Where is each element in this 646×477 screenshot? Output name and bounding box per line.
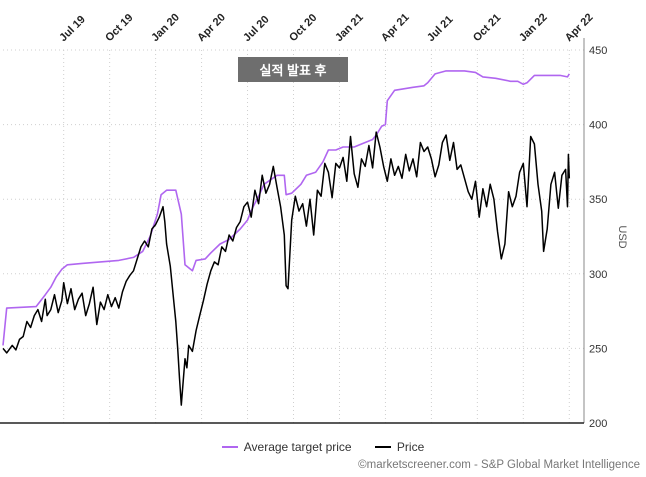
chart-legend: Average target price Price [0,437,646,454]
annotation-background [238,57,348,82]
annotation-label: 실적 발표 후 [259,63,326,78]
x-tick-label-1: Oct 19 [103,12,135,44]
x-tick-label-2: Jan 20 [149,11,182,44]
legend-label-price: Price [396,440,425,454]
y-tick-label-4: 400 [589,120,607,132]
x-tick-label-6: Jan 21 [333,11,366,44]
x-tick-label-8: Jul 21 [425,14,456,45]
series-line-price [2,131,571,406]
y-axis-title: USD [616,225,628,248]
y-axis-ticks: 200 250 300 350 400 450 [589,45,607,430]
legend-swatch-target [221,446,238,448]
legend-item-price[interactable]: Price [374,440,425,454]
source-credit: ©marketscreener.com - S&P Global Market … [358,459,640,471]
y-tick-label-1: 250 [589,343,607,355]
annotation-badge: 실적 발표 후 [238,57,348,82]
x-tick-label-7: Apr 21 [379,11,412,44]
y-tick-label-3: 350 [589,194,607,206]
legend-label-target: Average target price [243,440,352,454]
chart-grid [0,38,585,424]
legend-swatch-price [374,446,391,448]
x-tick-label-10: Jan 22 [517,11,550,44]
x-tick-label-4: Jul 20 [241,14,272,45]
x-axis-ticks: Jul 19 Oct 19 Jan 20 Apr 20 Jul 20 Oct 20 Jan … [57,11,595,44]
y-tick-label-2: 300 [589,269,607,281]
y-tick-label-0: 200 [589,418,607,430]
x-tick-label-0: Jul 19 [57,14,88,45]
chart-series [2,70,571,406]
y-tick-label-5: 450 [589,45,607,57]
x-tick-label-9: Oct 21 [471,12,503,44]
series-line-target-price [2,70,570,346]
legend-item-target[interactable]: Average target price [221,440,352,454]
x-tick-label-5: Oct 20 [287,12,319,44]
x-tick-label-11: Apr 22 [563,11,596,44]
x-tick-label-3: Apr 20 [195,11,228,44]
